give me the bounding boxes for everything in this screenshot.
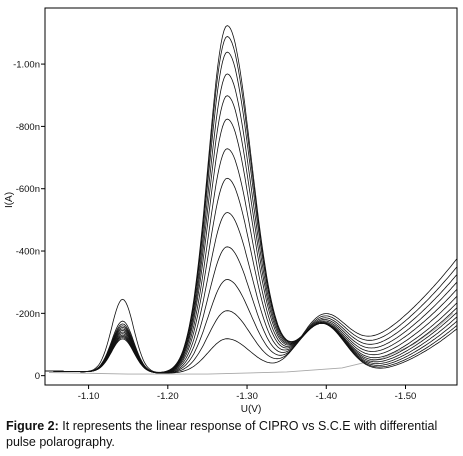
caption-label: Figure 2: bbox=[6, 419, 59, 433]
y-tick-label-0: 0 bbox=[35, 371, 40, 382]
blank-curve bbox=[48, 312, 454, 375]
voltammogram-7 bbox=[45, 148, 457, 374]
voltammogram-6 bbox=[45, 177, 457, 374]
caption-text: It represents the linear response of CIP… bbox=[6, 419, 438, 449]
curves-group bbox=[45, 25, 457, 375]
axes-group: -1.10 -1.20 -1.30 -1.40 -1.50 0 -200n -400n -600… bbox=[13, 60, 416, 402]
voltammogram-11 bbox=[45, 51, 457, 373]
x-tick-label-0: -1.10 bbox=[78, 391, 100, 402]
figure-caption: Figure 2: It represents the linear respo… bbox=[6, 418, 458, 450]
voltammogram-1 bbox=[45, 257, 457, 374]
y-tick-label-2: -400n bbox=[16, 247, 40, 258]
voltammogram-12 bbox=[45, 36, 457, 373]
voltammogram-10 bbox=[45, 73, 457, 373]
voltammogram-5 bbox=[45, 212, 457, 374]
voltammogram-13 bbox=[45, 25, 457, 373]
voltammogram-2 bbox=[45, 266, 457, 374]
x-axis-title: U(V) bbox=[241, 404, 262, 415]
voltammogram-9 bbox=[45, 95, 457, 374]
voltammogram-8 bbox=[45, 118, 457, 374]
y-tick-label-4: -800n bbox=[16, 122, 40, 133]
voltammogram-4 bbox=[45, 246, 457, 374]
y-axis-title: I(A) bbox=[4, 192, 15, 208]
plot-frame bbox=[44, 7, 458, 386]
x-tick-label-1: -1.20 bbox=[157, 391, 179, 402]
y-tick-label-1: -200n bbox=[16, 309, 40, 320]
x-tick-label-4: -1.50 bbox=[395, 391, 417, 402]
y-tick-label-5: -1.00n bbox=[13, 60, 40, 71]
voltammogram-3 bbox=[45, 273, 457, 374]
x-tick-label-3: -1.40 bbox=[315, 391, 337, 402]
y-tick-label-3: -600n bbox=[16, 184, 40, 195]
x-tick-label-2: -1.30 bbox=[236, 391, 258, 402]
